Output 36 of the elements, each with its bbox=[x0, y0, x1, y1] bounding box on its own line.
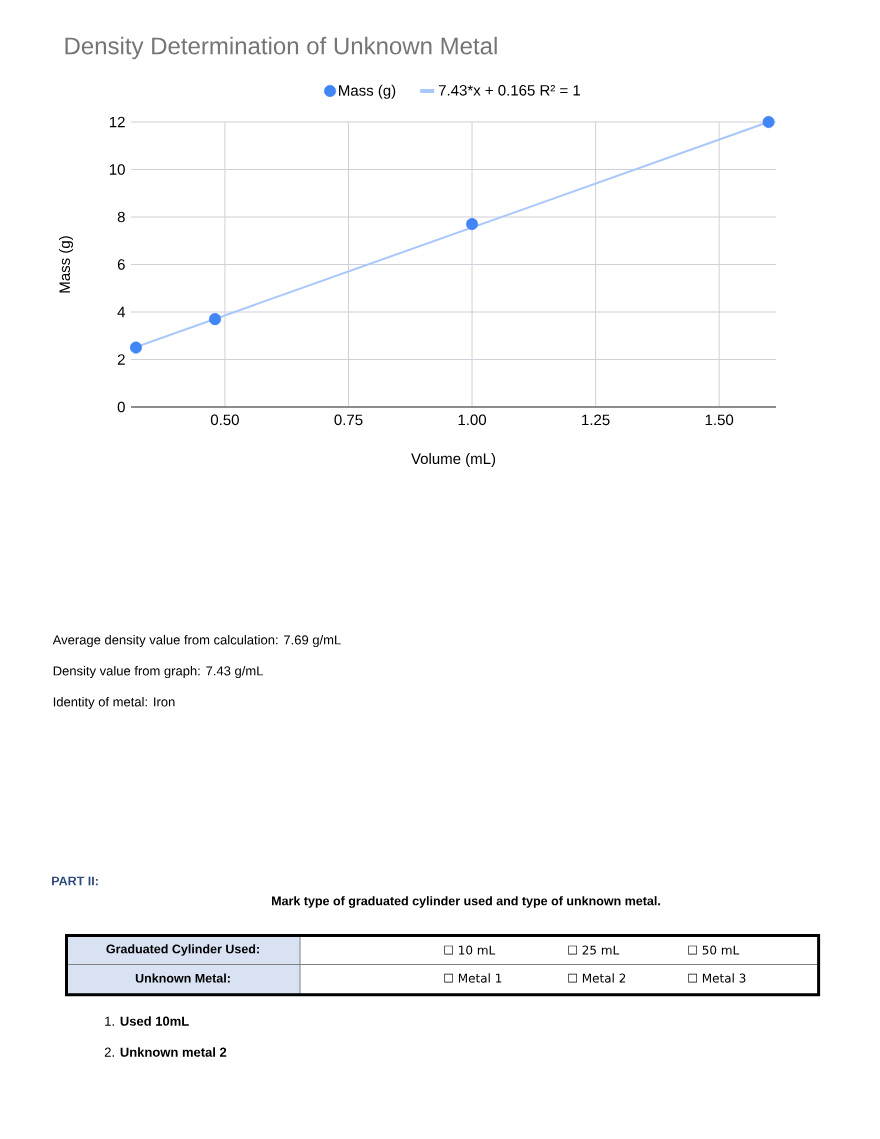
legend-label: Mass (g) bbox=[339, 84, 396, 99]
y-tick-label: 4 bbox=[117, 306, 126, 318]
text: ☐ Metal 3 bbox=[688, 973, 746, 983]
text: Mark type of graduated cylinder used and type of unknown metal. bbox=[272, 896, 660, 908]
text: Average density value from calculation: 7.69 g/mL bbox=[52, 634, 341, 648]
text: Graduated Cylinder Used: bbox=[106, 944, 259, 956]
x-axis-title: Volume (mL) bbox=[411, 453, 496, 467]
y-axis-title: Mass (g) bbox=[59, 236, 73, 293]
x-tick-label: 1.00 bbox=[458, 414, 487, 426]
chart-title: Density Determination of Unknown Metal bbox=[65, 36, 497, 60]
text: Identity of metal: Iron bbox=[53, 696, 175, 710]
y-tick-label: 0 bbox=[117, 401, 125, 413]
point bbox=[209, 313, 222, 326]
x-tick-label: 0.75 bbox=[334, 414, 363, 426]
x-tick-label: 1.50 bbox=[705, 414, 734, 426]
text: Density value from graph: 7.43 g/mL bbox=[53, 665, 263, 679]
x-tick-label: 0.50 bbox=[210, 414, 239, 426]
point bbox=[466, 218, 479, 231]
text: ☐ 10 mL bbox=[444, 945, 496, 955]
text: ☐ Metal 1 bbox=[444, 973, 502, 983]
text: ☐ Metal 2 bbox=[568, 973, 626, 983]
text: PART II: bbox=[52, 876, 98, 886]
text: Unknown Metal: bbox=[135, 973, 230, 983]
y-tick-label: 2 bbox=[117, 354, 125, 365]
point bbox=[129, 341, 142, 354]
y-tick-label: 12 bbox=[109, 116, 125, 128]
y-tick-label: 6 bbox=[117, 259, 125, 270]
y-tick-label: 8 bbox=[117, 211, 125, 223]
text: 1. Used 10mL bbox=[105, 1016, 189, 1026]
y-tick-label: 10 bbox=[109, 164, 125, 175]
legend-label: 7.43*x + 0.165 R² = 1 bbox=[438, 85, 581, 96]
text: ☐ 50 mL bbox=[688, 945, 740, 955]
x-tick-label: 1.25 bbox=[582, 414, 610, 426]
text: ☐ 25 mL bbox=[568, 945, 620, 955]
text: 2. Unknown metal 2 bbox=[104, 1047, 227, 1057]
point bbox=[762, 116, 775, 128]
